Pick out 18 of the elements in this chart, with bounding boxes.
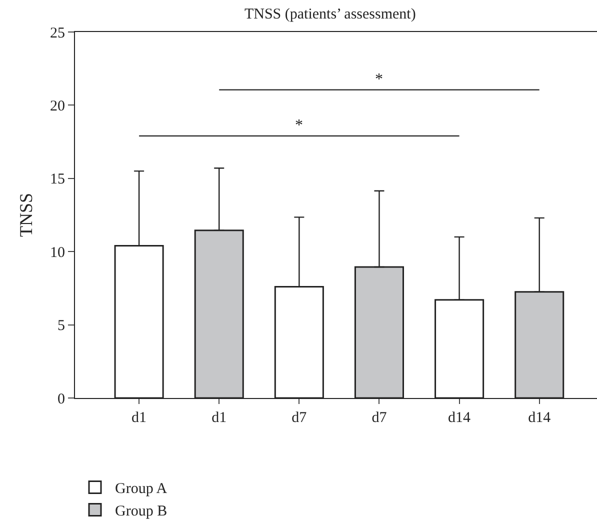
y-tick-label: 15	[50, 172, 65, 188]
annotation: *	[295, 117, 303, 134]
y-tick-label: 0	[58, 391, 65, 408]
x-tick-label: d7	[292, 410, 308, 426]
y-tick-label: 10	[50, 244, 65, 261]
y-tick-label: 20	[50, 98, 65, 114]
x-tick-label: d1	[132, 410, 147, 426]
chart-title: TNSS (patients’ assessment)	[244, 6, 416, 22]
y-tick-label: 25	[50, 25, 65, 42]
x-tick-label: d7	[372, 410, 388, 426]
y-axis-title: TNSS	[16, 192, 36, 238]
legend-label: Group B	[115, 504, 168, 520]
y-tick-label: 5	[58, 318, 65, 334]
annotation: *	[375, 71, 383, 88]
x-tick-label: d14	[528, 410, 552, 426]
legend-label: Group A	[115, 481, 168, 498]
x-tick-label: d1	[212, 410, 227, 426]
x-tick-label: d14	[448, 410, 472, 426]
